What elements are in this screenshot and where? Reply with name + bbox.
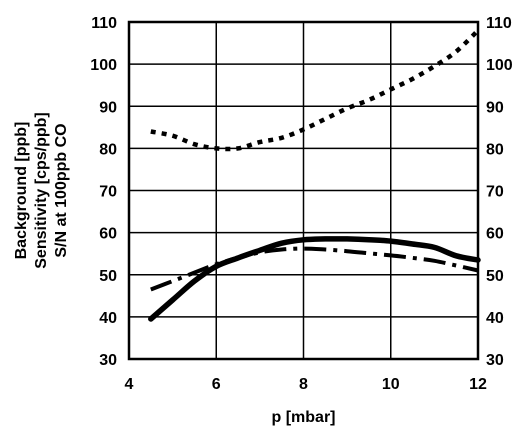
right-y-tick-labels: 30 40 50 60 70 80 90 100 110 — [486, 15, 513, 369]
left-y-tick-label: 80 — [99, 141, 117, 158]
right-y-tick-label: 100 — [486, 57, 513, 74]
y-axis-label-line: Background [ppb] — [13, 122, 30, 260]
y-axis-label-line: S/N at 100ppb CO — [53, 123, 70, 257]
x-tick-label: 10 — [382, 376, 400, 393]
right-y-tick-label: 30 — [486, 352, 504, 369]
right-y-tick-label: 50 — [486, 268, 504, 285]
left-y-tick-label: 30 — [99, 352, 117, 369]
series-line-dotted — [150, 28, 480, 152]
left-y-tick-label: 90 — [99, 99, 117, 116]
x-tick-label: 12 — [469, 376, 487, 393]
x-tick-label: 4 — [125, 376, 134, 393]
right-y-tick-label: 90 — [486, 99, 504, 116]
y-axis-label-line: Sensitivity [cps/ppb] — [33, 112, 50, 268]
left-y-tick-label: 60 — [99, 226, 117, 243]
grid-lines — [129, 22, 478, 359]
x-tick-label: 6 — [212, 376, 221, 393]
y-axis-label: Background [ppb] Sensitivity [cps/ppb] S/N… — [13, 112, 70, 268]
series-line-dash-dot — [150, 246, 479, 292]
plot-frame — [127, 20, 480, 361]
series-line-solid — [148, 236, 481, 322]
right-y-tick-label: 60 — [486, 226, 504, 243]
left-y-tick-label: 100 — [90, 57, 117, 74]
right-y-tick-label: 40 — [486, 310, 504, 327]
right-y-tick-label: 80 — [486, 141, 504, 158]
left-y-tick-label: 40 — [99, 310, 117, 327]
series-layer — [148, 28, 481, 322]
left-y-tick-labels: 30 40 50 60 70 80 90 100 110 — [90, 15, 117, 369]
left-y-tick-label: 70 — [99, 184, 117, 201]
left-y-tick-label: 50 — [99, 268, 117, 285]
left-y-tick-label: 110 — [91, 15, 117, 32]
right-y-tick-label: 110 — [486, 15, 512, 32]
right-y-tick-label: 70 — [486, 184, 504, 201]
x-tick-labels: 4 6 8 10 12 — [125, 376, 487, 393]
x-axis-label: p [mbar] — [272, 409, 336, 426]
x-tick-label: 8 — [299, 376, 308, 393]
